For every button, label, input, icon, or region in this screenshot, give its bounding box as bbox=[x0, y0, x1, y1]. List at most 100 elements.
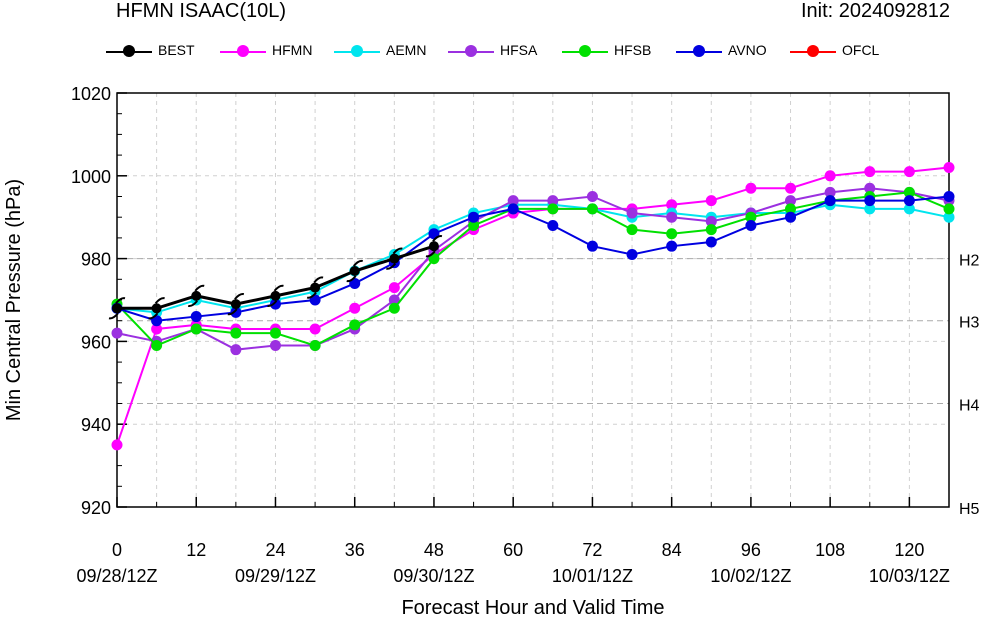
data-point-aemn bbox=[943, 211, 955, 223]
category-label: H2 bbox=[959, 253, 980, 270]
data-point-hfsb bbox=[705, 224, 717, 236]
y-tick-label: 980 bbox=[81, 250, 111, 270]
data-point-avno bbox=[626, 248, 638, 260]
best-track-point bbox=[191, 290, 202, 301]
data-point-hfsb bbox=[468, 219, 480, 231]
hurricane-icon bbox=[108, 297, 126, 320]
legend-marker bbox=[807, 45, 819, 57]
data-point-hfsb bbox=[626, 224, 638, 236]
data-point-avno bbox=[586, 240, 598, 252]
data-point-hfsa bbox=[705, 215, 717, 227]
x-tick-label: 96 bbox=[741, 540, 761, 560]
data-point-hfsa bbox=[666, 211, 678, 223]
legend-label: AEMN bbox=[386, 42, 427, 58]
init-time-label: Init: 2024092812 bbox=[800, 0, 950, 22]
data-point-hfmn bbox=[705, 195, 717, 207]
data-point-hfmn bbox=[151, 323, 163, 335]
hurricane-icon bbox=[187, 284, 205, 307]
legend-marker bbox=[351, 45, 363, 57]
data-point-hfsa bbox=[785, 195, 797, 207]
x-tick-label: 120 bbox=[894, 540, 924, 560]
legend-label: OFCL bbox=[842, 42, 880, 58]
x-date-label: 09/28/12Z bbox=[76, 566, 157, 586]
best-track-point bbox=[230, 299, 241, 310]
x-tick-label: 12 bbox=[186, 540, 206, 560]
data-point-hfsa bbox=[269, 340, 281, 352]
x-date-label: 10/03/12Z bbox=[869, 566, 950, 586]
category-label: H3 bbox=[959, 315, 980, 332]
data-point-hfmn bbox=[943, 162, 955, 174]
y-tick-label: 940 bbox=[81, 415, 111, 435]
data-point-hfsb bbox=[666, 228, 678, 240]
x-tick-label: 36 bbox=[345, 540, 365, 560]
x-tick-label: 0 bbox=[112, 540, 122, 560]
legend-marker bbox=[123, 45, 135, 57]
best-track-point bbox=[270, 290, 281, 301]
data-point-hfsb bbox=[230, 327, 242, 339]
data-point-hfmn bbox=[309, 323, 321, 335]
data-point-avno bbox=[785, 211, 797, 223]
hurricane-icon bbox=[346, 259, 363, 283]
y-tick-label: 960 bbox=[81, 332, 111, 352]
data-point-hfmn bbox=[785, 182, 797, 194]
x-tick-label: 84 bbox=[662, 540, 682, 560]
series-line-hfsb bbox=[116, 191, 950, 347]
data-point-avno bbox=[745, 219, 757, 231]
plot-frame bbox=[116, 92, 950, 508]
best-track-point bbox=[389, 253, 400, 264]
data-point-hfmn bbox=[388, 282, 400, 294]
chart-title: HFMN ISAAC(10L) bbox=[116, 0, 287, 22]
data-point-hfsa bbox=[547, 195, 559, 207]
x-tick-label: 72 bbox=[582, 540, 602, 560]
y-tick-label: 920 bbox=[81, 498, 111, 518]
hurricane-icon bbox=[148, 297, 165, 320]
data-point-avno bbox=[705, 236, 717, 248]
hurricane-icon bbox=[306, 276, 324, 299]
legend-marker bbox=[465, 45, 477, 57]
data-point-avno bbox=[507, 203, 519, 215]
best-track-point bbox=[349, 266, 360, 277]
best-track-point bbox=[151, 303, 162, 314]
data-point-hfsa bbox=[507, 195, 519, 207]
best-track-point bbox=[112, 303, 122, 314]
category-label: H4 bbox=[959, 398, 980, 415]
data-point-hfmn bbox=[111, 439, 123, 451]
data-point-hfsa bbox=[388, 294, 400, 306]
data-point-hfsb bbox=[903, 186, 915, 198]
data-point-hfmn bbox=[824, 170, 836, 182]
category-label: H5 bbox=[959, 501, 980, 518]
data-point-hfsb bbox=[547, 203, 559, 215]
data-point-avno bbox=[864, 195, 876, 207]
data-point-avno bbox=[547, 219, 559, 231]
legend-label: BEST bbox=[158, 42, 195, 58]
data-point-hfsb bbox=[388, 302, 400, 314]
hurricane-icon bbox=[227, 293, 245, 316]
x-tick-label: 48 bbox=[424, 540, 444, 560]
data-point-hfsb bbox=[309, 340, 321, 352]
data-point-hfsa bbox=[864, 182, 876, 194]
data-point-hfsa bbox=[586, 191, 598, 202]
legend: BEST HFMN AEMN HFSA HFSB AVNO OFCL bbox=[106, 40, 906, 64]
series-line-hfmn bbox=[116, 166, 950, 446]
data-point-avno bbox=[468, 211, 480, 223]
x-tick-label: 60 bbox=[503, 540, 523, 560]
y-tick-label: 1000 bbox=[71, 167, 111, 187]
x-date-label: 09/29/12Z bbox=[235, 566, 316, 586]
data-point-avno bbox=[943, 191, 955, 202]
data-point-avno bbox=[903, 195, 915, 207]
data-point-hfsb bbox=[785, 203, 797, 215]
legend-label: AVNO bbox=[728, 42, 767, 58]
x-axis-label: Forecast Hour and Valid Time bbox=[401, 597, 664, 618]
data-point-avno bbox=[269, 298, 281, 310]
legend-marker bbox=[693, 45, 705, 57]
data-point-hfmn bbox=[745, 182, 757, 194]
x-tick-label: 108 bbox=[815, 540, 845, 560]
data-point-avno bbox=[666, 240, 678, 252]
series-line-hfsa bbox=[116, 187, 950, 351]
data-point-hfmn bbox=[349, 302, 361, 314]
data-point-hfmn bbox=[864, 166, 876, 178]
data-point-hfsa bbox=[626, 207, 638, 219]
data-point-avno bbox=[230, 306, 242, 318]
data-point-hfsb bbox=[586, 203, 598, 215]
legend-label: HFMN bbox=[272, 42, 313, 58]
